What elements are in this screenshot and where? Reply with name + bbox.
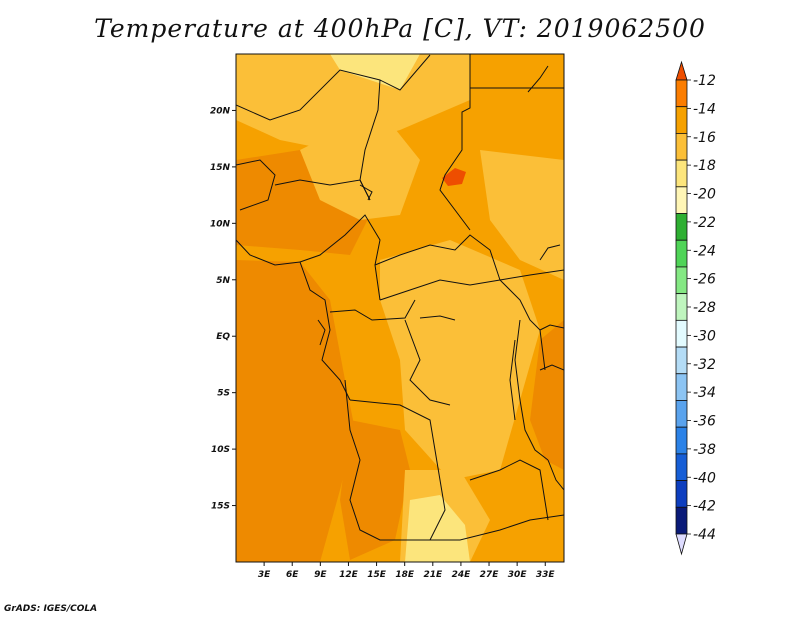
footer-credit: GrADS: IGES/COLA <box>4 604 98 614</box>
colorbar-label: -38 <box>693 442 716 458</box>
colorbar-label: -44 <box>693 527 716 543</box>
coolest-region-north <box>330 54 420 90</box>
y-tick-label: 10N <box>210 219 231 229</box>
colorbar-box-12 <box>675 400 688 428</box>
x-tick-label: 3E <box>258 570 271 580</box>
colorbar-bottom-arrow <box>675 533 688 556</box>
cool-region-central <box>380 240 540 480</box>
colorbar-label: -28 <box>693 300 716 316</box>
colorbar: -12 -14 -16 -18 -20 -22 -24 -26 -28 -30 -32 -34 -36 -… <box>675 60 716 556</box>
country-borders <box>236 54 564 541</box>
colorbar-label: -42 <box>693 499 716 515</box>
colorbar-label: -26 <box>693 272 716 288</box>
colorbar-top-arrow <box>675 60 688 81</box>
colorbar-box-0 <box>675 79 688 108</box>
colorbar-box-4 <box>675 186 688 214</box>
colorbar-label: -36 <box>693 414 716 430</box>
colorbar-label: -20 <box>693 187 716 203</box>
colorbar-label: -34 <box>693 385 716 401</box>
colorbar-box-13 <box>675 426 688 455</box>
y-tick-label: 15N <box>210 163 231 173</box>
colorbar-label: -32 <box>693 357 716 373</box>
y-tick-label: 10S <box>211 445 230 455</box>
cool-region-ne <box>480 150 564 280</box>
colorbar-box-6 <box>675 239 688 268</box>
colorbar-box-2 <box>675 133 688 161</box>
map-title: Temperature at 400hPa [C], VT: 201906250… <box>94 14 706 43</box>
colorbar-label: -14 <box>693 101 716 117</box>
colorbar-label: -12 <box>693 73 716 89</box>
y-tick-label: 5S <box>217 389 230 399</box>
x-tick-label: 6E <box>286 570 299 580</box>
x-tick-label: 33E <box>536 570 556 580</box>
colorbar-box-8 <box>675 293 688 321</box>
cool-region-sahara <box>300 110 420 220</box>
hot-spot <box>442 168 466 186</box>
colorbar-label: -16 <box>693 130 716 146</box>
x-tick-label: 24E <box>452 570 472 580</box>
colorbar-box-3 <box>675 159 688 188</box>
colorbar-box-16 <box>675 506 688 535</box>
colorbar-label: -40 <box>693 470 716 486</box>
axis-ticks: 3E 6E 9E 12E 15E 18E 21E 24E 27E 30E 33E 20N 15N 10N 5… <box>210 106 556 580</box>
colorbar-box-11 <box>675 373 688 401</box>
cool-region-north <box>236 54 470 150</box>
colorbar-box-14 <box>675 453 688 481</box>
x-tick-label: 9E <box>314 570 327 580</box>
x-tick-label: 30E <box>508 570 528 580</box>
colorbar-box-9 <box>675 319 688 348</box>
colorbar-label: -30 <box>693 328 716 344</box>
warm-region-south <box>340 420 410 560</box>
colorbar-label: -24 <box>693 243 716 259</box>
colorbar-box-15 <box>675 480 688 508</box>
map-frame <box>235 53 565 563</box>
x-tick-label: 18E <box>395 570 415 580</box>
x-tick-label: 27E <box>480 570 500 580</box>
x-tick-label: 15E <box>367 570 387 580</box>
y-tick-label: 5N <box>216 276 230 286</box>
y-tick-label: 15S <box>211 502 230 512</box>
colorbar-box-10 <box>675 346 688 375</box>
map-area <box>236 54 564 562</box>
y-tick-label: EQ <box>216 332 230 342</box>
coolest-region-south <box>405 495 470 562</box>
y-tick-label: 20N <box>210 106 231 116</box>
x-tick-label: 21E <box>423 570 443 580</box>
colorbar-label: -22 <box>693 215 716 231</box>
colorbar-box-5 <box>675 213 688 241</box>
colorbar-box-1 <box>675 106 688 134</box>
colorbar-label: -18 <box>693 158 716 174</box>
warm-region-east <box>530 320 564 470</box>
x-tick-label: 12E <box>339 570 359 580</box>
warm-region-west <box>236 260 355 562</box>
colorbar-box-7 <box>675 266 688 295</box>
